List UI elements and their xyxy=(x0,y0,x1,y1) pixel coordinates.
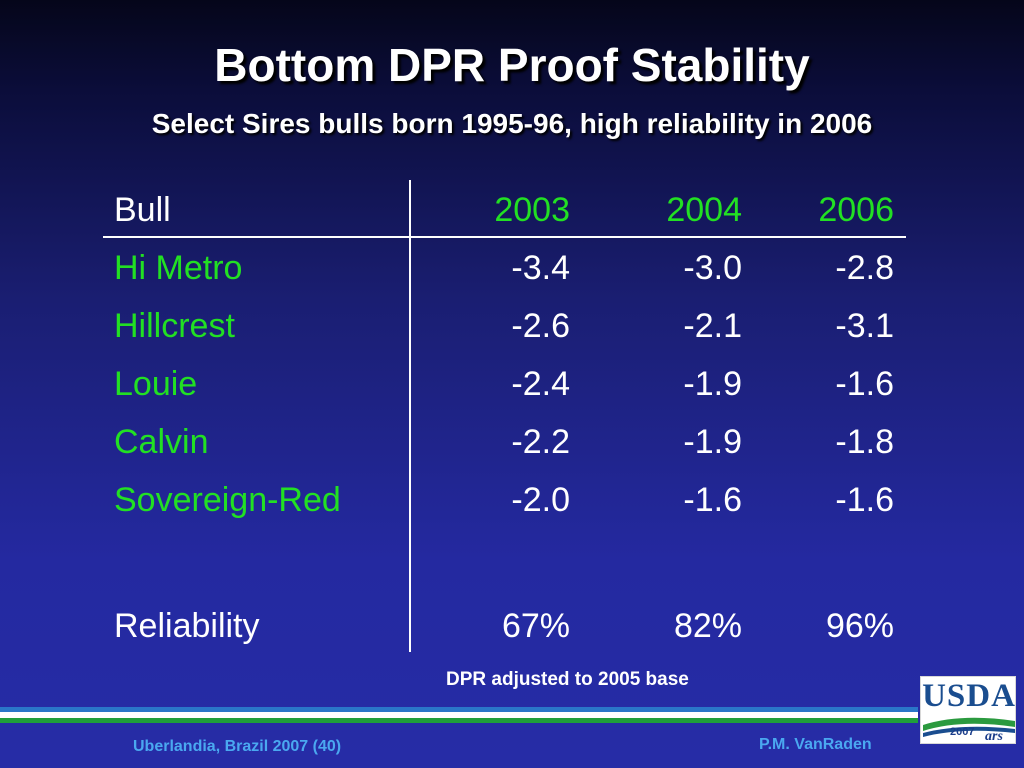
table-divider-vertical xyxy=(409,180,411,652)
dpr-value: -1.9 xyxy=(683,423,742,461)
slide-subtitle: Select Sires bulls born 1995-96, high re… xyxy=(151,108,873,139)
footnote: DPR adjusted to 2005 base xyxy=(446,669,689,690)
reliability-label: Reliability xyxy=(114,607,260,645)
bull-name: Calvin xyxy=(114,423,209,461)
footer-author: P.M. VanRaden xyxy=(759,736,872,753)
footer-location: Uberlandia, Brazil 2007 (40) xyxy=(133,738,342,755)
logo-swoosh-icon: ars xyxy=(923,717,1015,743)
dpr-value: -2.0 xyxy=(511,481,570,519)
dpr-value: -1.8 xyxy=(835,423,894,461)
dpr-value: -1.9 xyxy=(683,365,742,403)
slide-title: Bottom DPR Proof Stability xyxy=(214,39,810,91)
footer-band-white xyxy=(0,712,918,718)
table-divider-horizontal xyxy=(103,236,906,238)
header-year: 2004 xyxy=(666,191,742,229)
dpr-value: -2.1 xyxy=(683,307,742,345)
header-year: 2003 xyxy=(494,191,570,229)
dpr-value: -1.6 xyxy=(835,365,894,403)
usda-logo: USDA ars 2007 xyxy=(920,676,1016,744)
dpr-value: -2.8 xyxy=(835,249,894,287)
reliability-value: 96% xyxy=(825,607,894,645)
bull-name: Hillcrest xyxy=(114,307,235,345)
dpr-value: -3.4 xyxy=(511,249,570,287)
ars-mark-icon: ars xyxy=(985,729,1003,743)
bull-name: Sovereign-Red xyxy=(114,481,341,519)
dpr-value: -2.4 xyxy=(511,365,570,403)
header-year: 2006 xyxy=(818,191,894,229)
footer-band-green xyxy=(0,718,918,723)
header-bull: Bull xyxy=(114,191,171,229)
reliability-value: 82% xyxy=(673,607,742,645)
dpr-value: -3.0 xyxy=(683,249,742,287)
dpr-value: -1.6 xyxy=(683,481,742,519)
logo-text: USDA xyxy=(922,678,1016,714)
dpr-value: -2.2 xyxy=(511,423,570,461)
dpr-value: -3.1 xyxy=(835,307,894,345)
bull-name: Hi Metro xyxy=(114,249,243,287)
dpr-value: -2.6 xyxy=(511,307,570,345)
dpr-value: -1.6 xyxy=(835,481,894,519)
reliability-value: 67% xyxy=(501,607,570,645)
bull-name: Louie xyxy=(114,365,198,403)
logo-year: 2007 xyxy=(950,726,975,738)
footer-band-blue xyxy=(0,707,918,712)
